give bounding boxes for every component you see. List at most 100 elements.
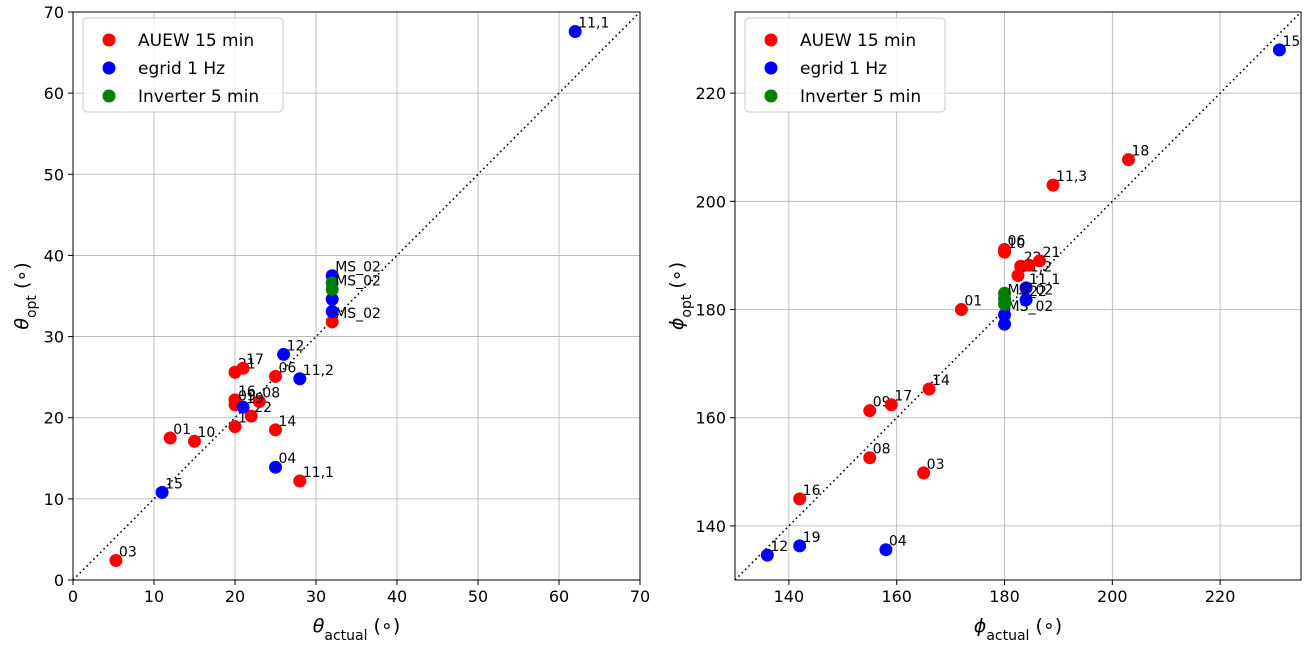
legend-marker-egrid-1-hz (764, 61, 778, 75)
point-auew-15-min-4 (917, 466, 931, 480)
point-label-auew-15-min-0: 16 (803, 483, 821, 499)
legend-box (744, 17, 946, 113)
point-egrid-1-hz-3 (998, 317, 1012, 331)
point-label-egrid-1-hz-5: 11,1 (1029, 272, 1060, 288)
point-egrid-1-hz-5 (1019, 281, 1033, 295)
point-label-egrid-1-hz-3: 04 (279, 451, 297, 467)
y-axis-label: ϕopt (∘) (666, 262, 695, 330)
x-tick-label-2: 20 (225, 587, 245, 606)
legend-label-inverter-5-min: Inverter 5 min (138, 87, 259, 107)
point-label-auew-15-min-1: 01 (173, 422, 191, 438)
y-tick-label-4: 40 (44, 246, 64, 265)
point-egrid-1-hz-2 (879, 543, 893, 557)
point-auew-15-min-1 (863, 451, 877, 465)
y-tick-label-5: 50 (44, 165, 64, 184)
point-egrid-1-hz-3 (269, 460, 282, 474)
y-tick-label-2: 20 (44, 409, 64, 428)
y-tick-label-2: 180 (695, 301, 726, 320)
point-label-auew-15-min-10: 06 (279, 360, 297, 376)
x-tick-label-0: 140 (774, 587, 805, 606)
point-auew-15-min-11 (269, 423, 282, 437)
point-egrid-1-hz-6 (1019, 293, 1033, 307)
y-tick-label-0: 0 (54, 571, 64, 590)
point-egrid-1-hz-1 (793, 539, 807, 553)
point-auew-15-min-13 (325, 315, 339, 329)
x-tick-label-1: 10 (144, 587, 164, 606)
point-egrid-1-hz-8 (325, 304, 339, 318)
y-tick-label-1: 10 (44, 490, 64, 509)
y-tick-label-6: 60 (44, 84, 64, 103)
point-auew-15-min-0 (109, 554, 123, 568)
point-label-auew-15-min-12: 11,1 (303, 465, 334, 481)
legend-marker-inverter-5-min (764, 89, 778, 103)
x-tick-label-4: 220 (1205, 587, 1236, 606)
legend-box (82, 17, 284, 113)
point-label-egrid-1-hz-0: 11,1 (578, 15, 609, 31)
x-tick-label-1: 160 (881, 587, 912, 606)
point-auew-15-min-14 (1122, 153, 1136, 167)
x-tick-label-5: 50 (468, 587, 488, 606)
legend-label-egrid-1-hz: egrid 1 Hz (138, 59, 225, 79)
left-scatter-plot: 0102030405060700102030405060700301102117… (11, 3, 650, 644)
y-axis-label: θopt (∘) (11, 262, 40, 329)
legend-label-egrid-1-hz: egrid 1 Hz (800, 59, 887, 79)
y-tick-label-0: 140 (695, 517, 726, 536)
plot-frame (734, 11, 1302, 581)
point-auew-15-min-0 (793, 492, 807, 506)
x-tick-label-4: 40 (387, 587, 407, 606)
point-label-auew-15-min-2: 10 (198, 425, 216, 441)
x-tick-label-7: 70 (630, 587, 650, 606)
point-label-auew-15-min-4: 03 (927, 457, 945, 473)
legend-marker-inverter-5-min (102, 89, 116, 103)
point-label-auew-15-min-3: 17 (894, 389, 912, 405)
point-auew-15-min-6 (954, 303, 968, 317)
point-egrid-1-hz-7 (1272, 43, 1286, 57)
point-label-auew-15-min-11: 21 (1043, 245, 1061, 261)
point-auew-15-min-10 (269, 369, 282, 383)
point-label-egrid-1-hz-1: 19 (803, 530, 821, 546)
legend-label-auew-15-min: AUEW 15 min (800, 31, 916, 51)
point-label-egrid-1-hz-2: 04 (889, 534, 907, 550)
y-tick-label-4: 220 (695, 84, 726, 103)
point-auew-15-min-11 (1033, 254, 1047, 268)
x-tick-label-3: 200 (1097, 587, 1128, 606)
point-label-egrid-1-hz-7: 15 (1282, 34, 1300, 50)
point-auew-15-min-12 (1022, 258, 1036, 272)
point-label-auew-15-min-11: 14 (279, 414, 297, 430)
point-label-egrid-1-hz-6: 22 (1029, 284, 1047, 300)
point-egrid-1-hz-2 (236, 400, 250, 414)
point-egrid-1-hz-0 (760, 548, 774, 562)
legend-label-auew-15-min: AUEW 15 min (138, 31, 254, 51)
point-label-auew-15-min-9: 08 (262, 385, 280, 401)
point-auew-15-min-2 (863, 404, 877, 418)
point-label-egrid-1-hz-5: 11,2 (303, 363, 334, 379)
point-label-auew-15-min-5: 16 (238, 384, 256, 400)
point-auew-15-min-10 (1011, 268, 1025, 282)
point-auew-15-min-8 (244, 409, 258, 423)
x-tick-label-0: 0 (68, 587, 78, 606)
point-auew-15-min-12 (293, 474, 307, 488)
point-inverter-5-min-2 (998, 297, 1012, 311)
point-label-auew-15-min-5: 14 (932, 373, 950, 389)
plot-frame (72, 11, 641, 581)
point-auew-15-min-9 (252, 394, 266, 408)
point-label-egrid-1-hz-4: 12 (287, 338, 305, 354)
legend-marker-egrid-1-hz (102, 61, 116, 75)
legend-label-inverter-5-min: Inverter 5 min (800, 87, 921, 107)
x-axis-label: ϕactual (∘) (974, 615, 1062, 641)
identity-line (734, 11, 1302, 581)
point-auew-15-min-4 (236, 361, 250, 375)
point-egrid-1-hz-5 (293, 372, 307, 386)
point-auew-15-min-2 (188, 434, 201, 448)
point-label-inverter-5-min-1: MS_02 (335, 274, 381, 290)
point-egrid-1-hz-1 (155, 485, 169, 499)
y-tick-label-3: 200 (695, 192, 726, 211)
x-tick-label-2: 180 (989, 587, 1020, 606)
legend-marker-auew-15-min (102, 33, 116, 47)
point-egrid-1-hz-4 (998, 308, 1012, 322)
point-label-auew-15-min-1: 08 (873, 442, 891, 458)
point-label-egrid-1-hz-4: MS_02 (1008, 299, 1054, 315)
point-label-auew-15-min-13: MS_02 (335, 306, 381, 322)
point-label-egrid-1-hz-0: 12 (770, 539, 788, 555)
